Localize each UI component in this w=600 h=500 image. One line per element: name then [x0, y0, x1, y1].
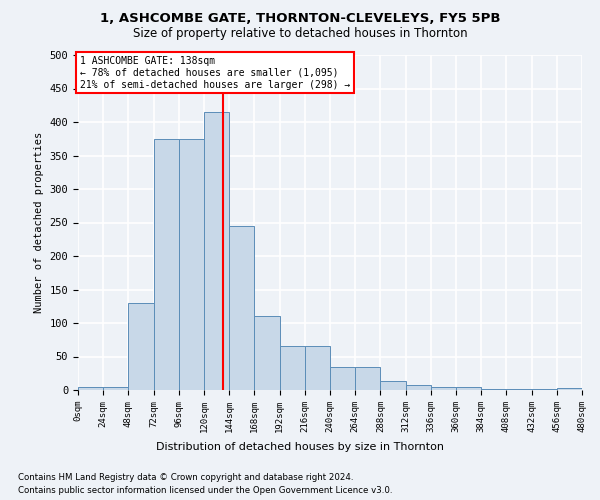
- Bar: [557, 388, 582, 390]
- Text: Contains public sector information licensed under the Open Government Licence v3: Contains public sector information licen…: [18, 486, 392, 495]
- Bar: [179, 138, 204, 390]
- Bar: [229, 226, 254, 390]
- Bar: [254, 316, 280, 390]
- Bar: [154, 138, 179, 390]
- Bar: [380, 380, 406, 390]
- Bar: [330, 366, 355, 390]
- Text: 1 ASHCOMBE GATE: 138sqm
← 78% of detached houses are smaller (1,095)
21% of semi: 1 ASHCOMBE GATE: 138sqm ← 78% of detache…: [80, 56, 350, 90]
- Bar: [456, 386, 481, 390]
- Bar: [305, 346, 330, 390]
- Bar: [431, 386, 456, 390]
- Bar: [78, 388, 103, 390]
- Bar: [355, 366, 380, 390]
- Bar: [103, 386, 128, 390]
- Text: Distribution of detached houses by size in Thornton: Distribution of detached houses by size …: [156, 442, 444, 452]
- Y-axis label: Number of detached properties: Number of detached properties: [34, 132, 44, 313]
- Bar: [280, 346, 305, 390]
- Text: Size of property relative to detached houses in Thornton: Size of property relative to detached ho…: [133, 28, 467, 40]
- Bar: [406, 384, 431, 390]
- Text: 1, ASHCOMBE GATE, THORNTON-CLEVELEYS, FY5 5PB: 1, ASHCOMBE GATE, THORNTON-CLEVELEYS, FY…: [100, 12, 500, 26]
- Text: Contains HM Land Registry data © Crown copyright and database right 2024.: Contains HM Land Registry data © Crown c…: [18, 472, 353, 482]
- Bar: [204, 112, 229, 390]
- Bar: [128, 303, 154, 390]
